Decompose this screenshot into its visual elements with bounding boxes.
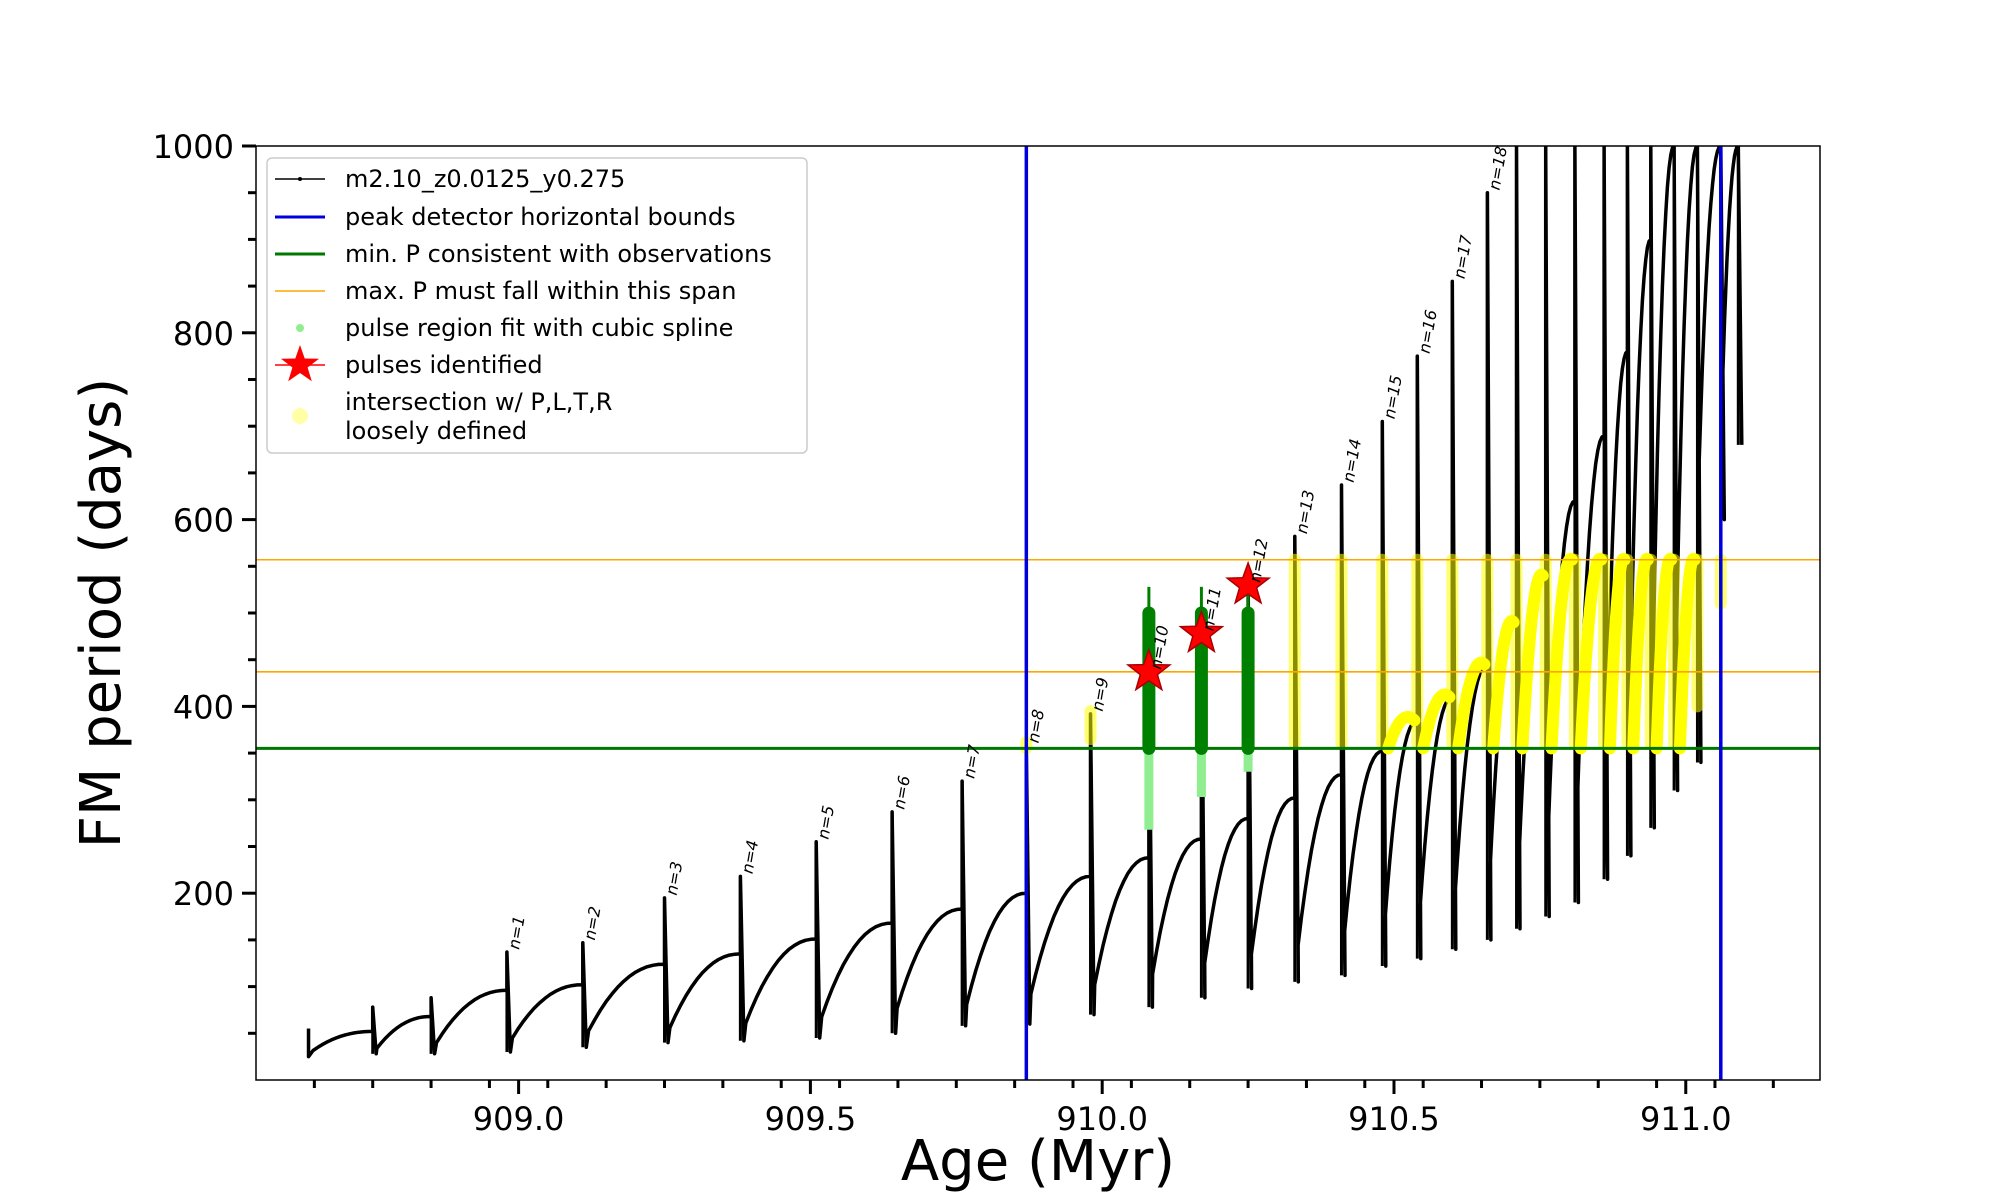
legend-label-spline: pulse region fit with cubic spline xyxy=(345,314,733,342)
pulse-label-6: n=4 xyxy=(738,839,763,876)
pulse-label-8: n=6 xyxy=(889,774,914,811)
legend-box xyxy=(266,157,808,454)
legend-item-star: pulses identified xyxy=(275,345,543,382)
legend-swatch-spline xyxy=(296,324,304,332)
pulse-label-3: n=1 xyxy=(504,914,529,951)
legend-label-bounds: peak detector horizontal bounds xyxy=(345,203,736,231)
y-tick-label-1: 400 xyxy=(173,688,234,726)
legend-item-maxp: max. P must fall within this span xyxy=(275,277,736,305)
x-axis-title: Age (Myr) xyxy=(901,1129,1175,1194)
pulse-label-16: n=14 xyxy=(1339,437,1365,484)
y-tick-label-3: 800 xyxy=(173,315,234,353)
x-tick-label-4: 911.0 xyxy=(1640,1100,1732,1138)
intersection-curve-0 xyxy=(1382,711,1421,755)
pulse-star-1 xyxy=(1178,609,1225,654)
legend-label-yellow-line2: loosely defined xyxy=(345,417,527,445)
y-tick-label-4: 1000 xyxy=(153,128,234,166)
legend-swatch-star xyxy=(281,345,319,382)
intersection-curve-1 xyxy=(1417,688,1456,755)
legend-label-minp: min. P consistent with observations xyxy=(345,240,772,268)
x-tick-label-0: 909.0 xyxy=(473,1100,565,1138)
pulse-label-4: n=2 xyxy=(580,905,605,942)
legend-label-model: m2.10_z0.0125_y0.275 xyxy=(345,165,625,193)
legend-swatch-model-dot xyxy=(298,177,302,181)
pulse-label-11: n=9 xyxy=(1088,676,1113,713)
legend-item-bounds: peak detector horizontal bounds xyxy=(275,203,736,231)
pulse-label-19: n=17 xyxy=(1450,233,1476,280)
legend-label-maxp: max. P must fall within this span xyxy=(345,277,736,305)
pulse-label-15: n=13 xyxy=(1292,489,1318,536)
x-tick-label-3: 910.5 xyxy=(1348,1100,1440,1138)
pulse-label-20: n=18 xyxy=(1485,145,1511,192)
legend-item-spline: pulse region fit with cubic spline xyxy=(296,314,733,342)
intersection-curve-4 xyxy=(1516,568,1549,755)
y-axis-title: FM period (days) xyxy=(69,378,134,848)
axes: 909.0 909.5 910.0 910.5 911.0 200 400 600 800 100… xyxy=(153,128,1775,1138)
y-tick-label-0: 200 xyxy=(173,875,234,913)
legend-item-minp: min. P consistent with observations xyxy=(275,240,772,268)
pulse-label-17: n=15 xyxy=(1380,374,1406,421)
intersection-curve-3 xyxy=(1487,615,1520,755)
pulse-label-14: n=12 xyxy=(1245,537,1271,584)
pulse-label-5: n=3 xyxy=(662,860,687,897)
y-tick-label-2: 600 xyxy=(173,502,234,540)
legend-item-model: m2.10_z0.0125_y0.275 xyxy=(275,165,625,193)
pulse-star-2 xyxy=(1225,560,1272,605)
pulse-star-0 xyxy=(1125,647,1172,692)
legend-label-star: pulses identified xyxy=(345,351,543,379)
legend-label-yellow: intersection w/ P,L,T,R xyxy=(345,388,612,416)
pulse-label-18: n=16 xyxy=(1415,308,1441,355)
intersection-curve-2 xyxy=(1452,656,1491,755)
x-tick-label-1: 909.5 xyxy=(765,1100,857,1138)
legend-swatch-yellow xyxy=(292,408,308,424)
pulse-label-7: n=5 xyxy=(813,804,838,841)
x-tick-label-2: 910.0 xyxy=(1056,1100,1148,1138)
